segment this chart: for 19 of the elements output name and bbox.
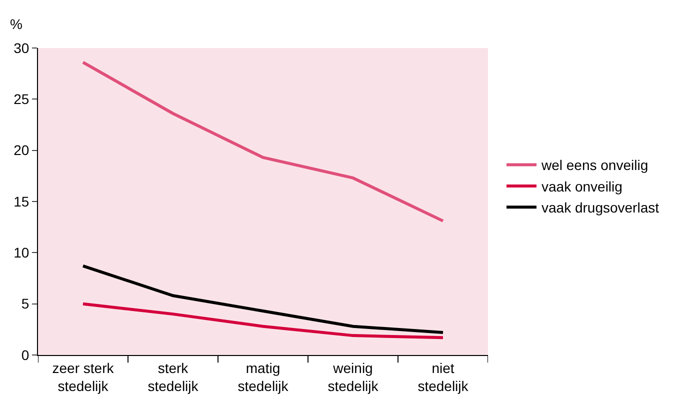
y-tick-label: 30: [14, 40, 30, 56]
y-tick-label: 10: [14, 244, 30, 261]
y-tick-label: 15: [14, 193, 30, 210]
y-axis-title: %: [10, 16, 22, 32]
x-tick-label: sterk stedelijk: [148, 360, 200, 394]
line-series: [82, 264, 444, 334]
line-series: [82, 302, 444, 340]
line-series: [82, 60, 444, 222]
x-tick-label: niet stedelijk: [418, 360, 470, 394]
legend-label: wel eens onveilig: [540, 157, 648, 174]
y-tick-label: 25: [14, 91, 30, 108]
x-tick-label: zeer sterk stedelijk: [52, 360, 115, 394]
legend-label: vaak onveilig: [542, 178, 622, 194]
y-tick-label: 20: [14, 142, 30, 158]
legend-label: vaak drugsoverlast: [542, 200, 660, 216]
y-tick-label: 5: [21, 296, 30, 312]
y-tick-label: 0: [21, 346, 30, 363]
x-tick-label: matig stedelijk: [238, 360, 290, 394]
x-tick-label: weinig stedelijk: [328, 360, 380, 394]
